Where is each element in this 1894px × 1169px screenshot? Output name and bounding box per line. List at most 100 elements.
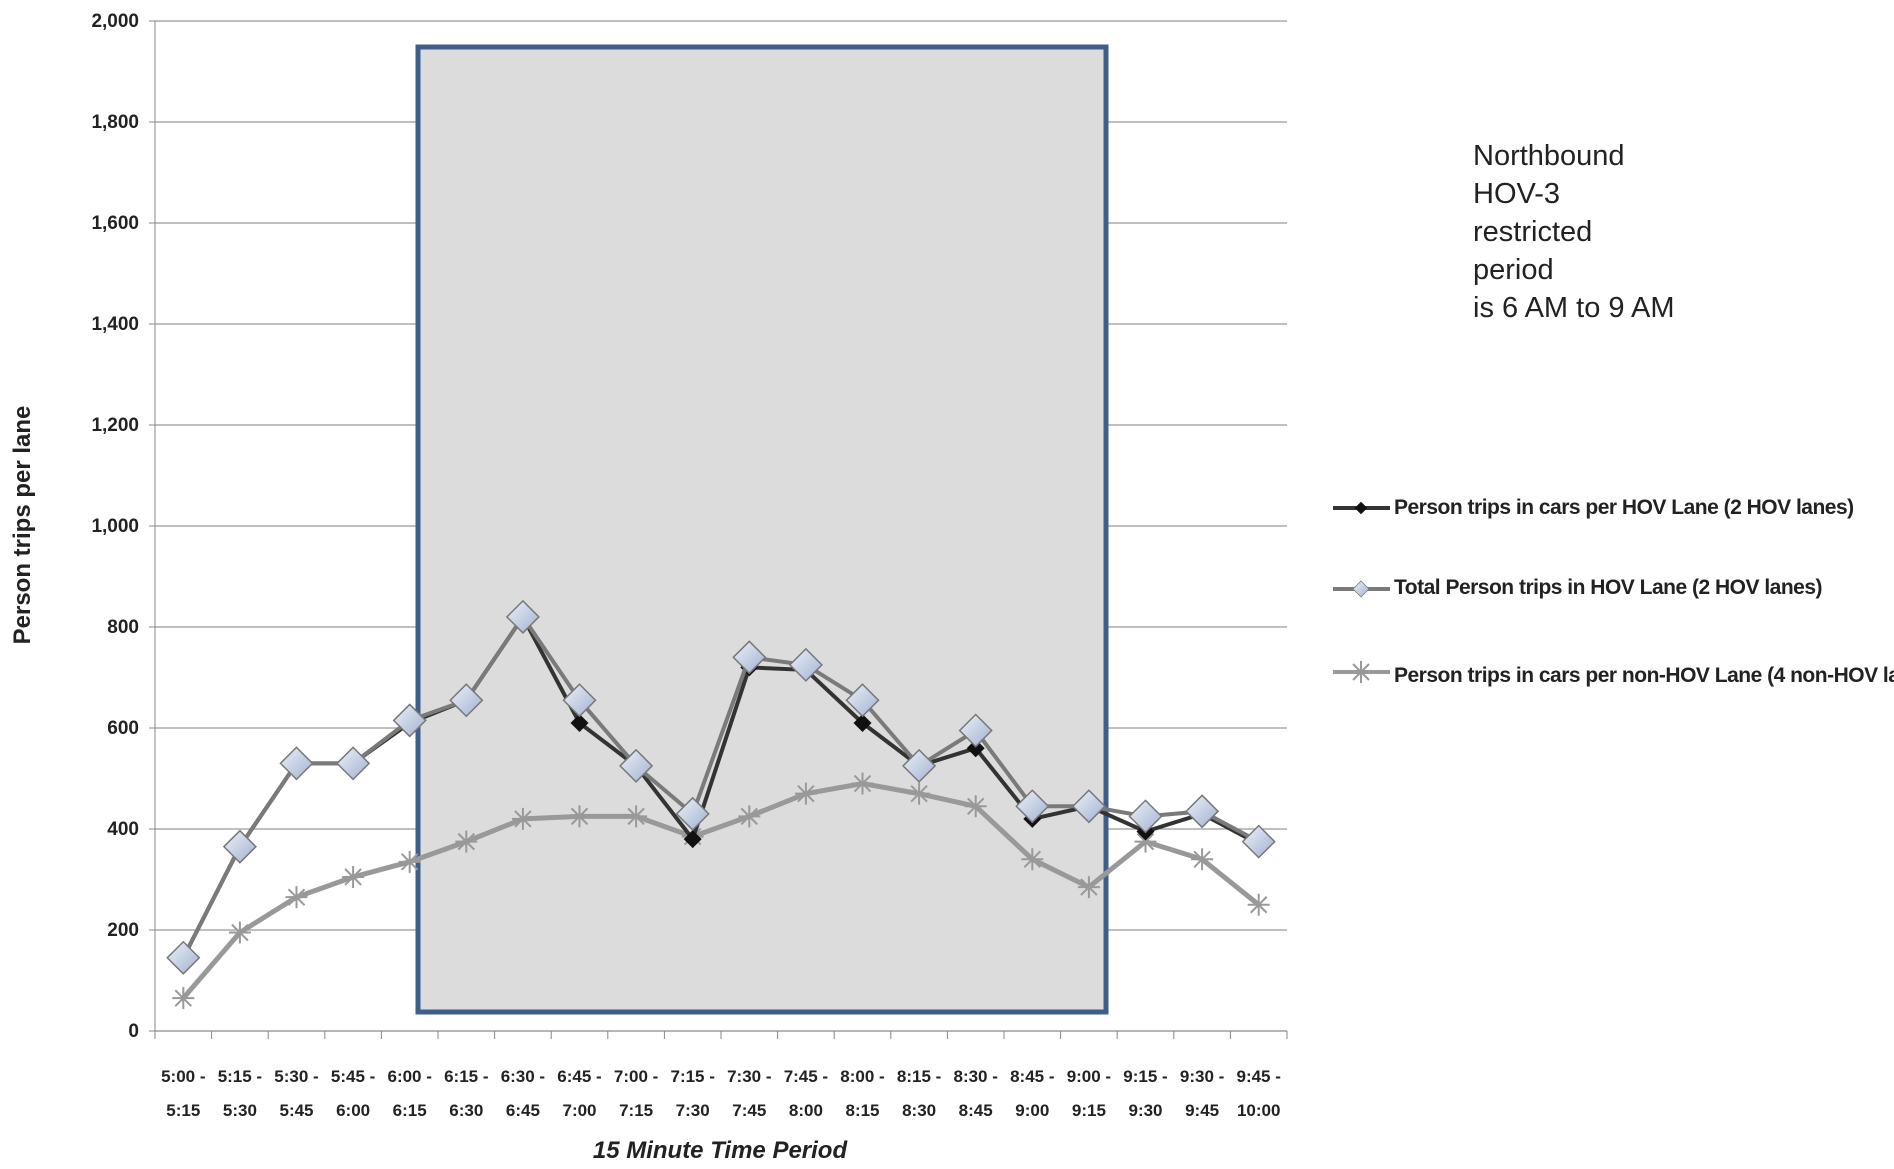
marker bbox=[342, 865, 365, 888]
y-tick-label: 1,000 bbox=[91, 516, 139, 537]
marker bbox=[222, 829, 257, 864]
marker bbox=[966, 739, 985, 758]
x-tick-label: 8:30 bbox=[902, 1101, 936, 1120]
marker bbox=[683, 830, 702, 849]
x-tick-label: 7:00 - bbox=[614, 1067, 658, 1086]
marker bbox=[619, 748, 654, 783]
y-tick-label: 800 bbox=[107, 617, 139, 638]
annotation: Northbound bbox=[1473, 140, 1625, 172]
marker bbox=[788, 647, 823, 682]
x-tick-label: 8:00 - bbox=[840, 1067, 884, 1086]
x-tick-label: 5:45 bbox=[279, 1101, 313, 1120]
x-tick-label: 7:15 bbox=[619, 1101, 653, 1120]
marker bbox=[392, 703, 427, 738]
marker bbox=[1015, 789, 1050, 824]
series-line bbox=[181, 781, 1261, 1000]
marker bbox=[1021, 848, 1044, 871]
marker bbox=[449, 683, 484, 718]
marker bbox=[958, 713, 993, 748]
marker bbox=[625, 805, 648, 828]
x-tick-label: 5:30 - bbox=[274, 1067, 318, 1086]
marker bbox=[279, 746, 314, 781]
x-tick-label: 5:30 bbox=[223, 1101, 257, 1120]
legend-marker bbox=[1354, 501, 1368, 515]
x-tick-label: 7:30 bbox=[676, 1101, 710, 1120]
x-tick-label: 9:30 bbox=[1128, 1101, 1162, 1120]
x-tick-label: 7:45 bbox=[732, 1101, 766, 1120]
annotation: period bbox=[1473, 254, 1554, 286]
x-tick-label: 6:00 - bbox=[387, 1067, 431, 1086]
legend-marker bbox=[1352, 580, 1370, 598]
marker bbox=[562, 683, 597, 718]
y-tick-label: 1,600 bbox=[91, 213, 139, 234]
marker bbox=[732, 640, 767, 675]
legend-marker bbox=[1350, 661, 1372, 683]
x-tick-label: 9:30 - bbox=[1180, 1067, 1224, 1086]
marker bbox=[902, 748, 937, 783]
x-tick-label: 5:00 - bbox=[161, 1067, 205, 1086]
x-tick-label: 7:15 - bbox=[670, 1067, 714, 1086]
marker bbox=[455, 830, 478, 853]
x-tick-label: 9:00 - bbox=[1067, 1067, 1111, 1086]
y-tick-label: 1,400 bbox=[91, 314, 139, 335]
x-axis-title: 15 Minute Time Period bbox=[593, 1137, 849, 1164]
y-tick-label: 600 bbox=[107, 718, 139, 739]
marker bbox=[964, 795, 987, 818]
marker bbox=[1247, 893, 1270, 916]
annotation: HOV-3 bbox=[1473, 178, 1560, 210]
marker bbox=[675, 796, 710, 831]
x-tick-label: 6:00 bbox=[336, 1101, 370, 1120]
x-tick-label: 9:45 bbox=[1185, 1101, 1219, 1120]
y-tick-label: 200 bbox=[107, 920, 139, 941]
marker bbox=[1241, 824, 1276, 859]
annotation: is 6 AM to 9 AM bbox=[1473, 292, 1674, 324]
y-tick-label: 1,200 bbox=[91, 415, 139, 436]
legend-label: Total Person trips in HOV Lane (2 HOV la… bbox=[1394, 576, 1823, 599]
x-tick-label: 7:30 - bbox=[727, 1067, 771, 1086]
marker bbox=[1185, 794, 1220, 829]
marker bbox=[336, 746, 371, 781]
x-tick-label: 6:45 bbox=[506, 1101, 540, 1120]
marker bbox=[511, 807, 534, 830]
x-tick-label: 5:15 bbox=[166, 1101, 200, 1120]
x-tick-label: 8:00 bbox=[789, 1101, 823, 1120]
marker bbox=[1077, 876, 1100, 899]
x-tick-label: 8:45 - bbox=[1010, 1067, 1054, 1086]
marker bbox=[398, 850, 421, 873]
legend-label: Person trips in cars per non-HOV Lane (4… bbox=[1394, 664, 1894, 687]
y-axis-title: Person trips per lane bbox=[9, 406, 36, 645]
x-tick-label: 6:15 bbox=[393, 1101, 427, 1120]
marker bbox=[1191, 848, 1214, 871]
x-tick-label: 10:00 bbox=[1237, 1101, 1280, 1120]
x-tick-label: 8:15 - bbox=[897, 1067, 941, 1086]
annotation: restricted bbox=[1473, 216, 1592, 248]
marker bbox=[172, 987, 195, 1010]
x-tick-label: 9:00 bbox=[1015, 1101, 1049, 1120]
x-tick-label: 6:30 - bbox=[501, 1067, 545, 1086]
marker bbox=[851, 772, 874, 795]
restricted-period-box bbox=[415, 44, 1109, 1015]
y-tick-label: 1,800 bbox=[91, 112, 139, 133]
marker bbox=[845, 683, 880, 718]
x-tick-label: 8:45 bbox=[959, 1101, 993, 1120]
x-tick-label: 9:15 - bbox=[1123, 1067, 1167, 1086]
y-tick-label: 0 bbox=[128, 1021, 139, 1042]
x-tick-label: 6:30 bbox=[449, 1101, 483, 1120]
y-tick-label: 400 bbox=[107, 819, 139, 840]
marker bbox=[285, 886, 308, 909]
x-tick-label: 7:45 - bbox=[784, 1067, 828, 1086]
x-tick-label: 5:45 - bbox=[331, 1067, 375, 1086]
x-tick-label: 8:30 - bbox=[953, 1067, 997, 1086]
marker bbox=[568, 805, 591, 828]
x-tick-label: 9:45 - bbox=[1236, 1067, 1280, 1086]
marker bbox=[228, 921, 251, 944]
x-tick-label: 7:00 bbox=[562, 1101, 596, 1120]
marker bbox=[166, 940, 201, 975]
marker bbox=[1134, 830, 1157, 853]
marker bbox=[505, 599, 540, 634]
legend-label: Person trips in cars per HOV Lane (2 HOV… bbox=[1394, 496, 1854, 519]
marker bbox=[908, 782, 931, 805]
marker bbox=[570, 713, 589, 732]
